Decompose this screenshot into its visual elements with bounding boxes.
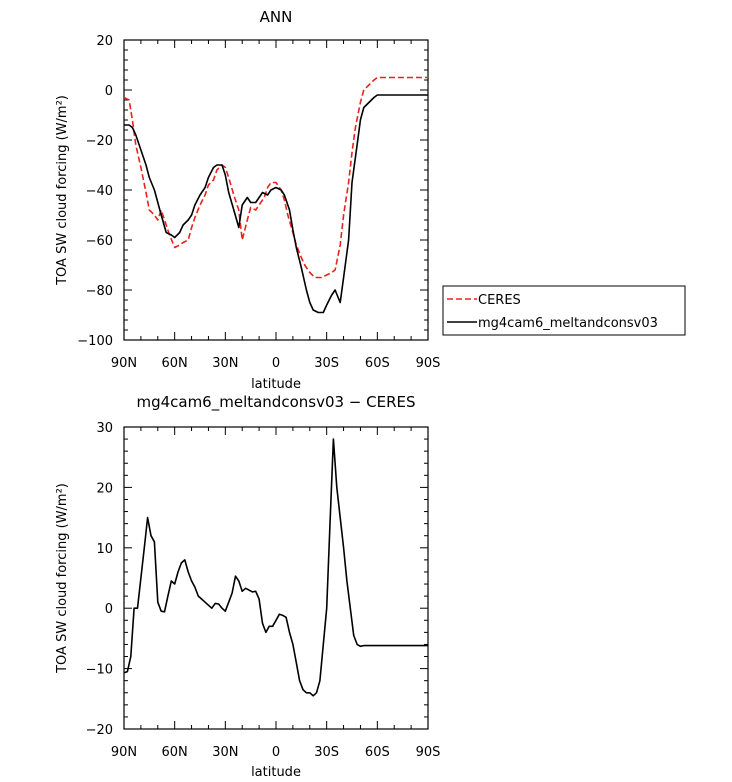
panel2-xtick-label: 90S (416, 745, 441, 760)
panel1-ytick-label: −40 (86, 184, 113, 199)
panel2-xlabel: latitude (251, 765, 301, 780)
legend-label-ceres: CERES (478, 293, 521, 308)
panel2-frame (123, 426, 429, 730)
panel1-ytick-label: 0 (105, 84, 113, 99)
panel-annual-forcing: ANN 90N 60N 30N 0 30S 60S 90S −100 −80 −60 −40 −20 0… (55, 8, 686, 392)
panel1-xtick-label: 30N (212, 356, 238, 371)
panel2-title: mg4cam6_meltandconsv03 − CERES (136, 393, 415, 412)
legend-box (442, 285, 686, 336)
panel1-ytick-label: −100 (77, 334, 113, 349)
panel1-xtick-label: 90N (111, 356, 137, 371)
panel-difference: mg4cam6_meltandconsv03 − CERES 90N 60N 30N… (55, 393, 440, 780)
panel1-xtick-label: 60S (365, 356, 390, 371)
panel1-series (123, 76, 428, 314)
legend: CERES mg4cam6_meltandconsv03 (442, 285, 686, 336)
panel1-xtick-label: 90S (416, 356, 441, 371)
panel1-ticks: 90N 60N 30N 0 30S 60S 90S −100 −80 −60 −40 −20 0 20 (77, 34, 440, 371)
panel1-ytick-label: −80 (86, 284, 113, 299)
panel1-series-line-2 (124, 94, 428, 314)
panel1-series-line-1 (123, 76, 428, 279)
panel1-xtick-label: 30S (314, 356, 339, 371)
panel1-xtick-label: 60N (162, 356, 188, 371)
panel2-ytick-label: 0 (105, 602, 113, 617)
panel2-ytick-label: 30 (96, 421, 113, 436)
panel2-xtick-label: 0 (272, 745, 280, 760)
panel2-ylabel: TOA SW cloud forcing (W/m²) (55, 483, 70, 674)
panel2-xtick-label: 90N (111, 745, 137, 760)
panel1-ytick-label: 20 (96, 34, 113, 49)
panel2-xtick-label: 30S (314, 745, 339, 760)
panel2-ytick-label: 20 (96, 481, 113, 496)
panel2-series-line-1 (123, 438, 428, 697)
legend-label-model: mg4cam6_meltandconsv03 (478, 316, 658, 331)
panel2-ytick-label: −10 (86, 663, 113, 678)
panel2-ticks: 90N 60N 30N 0 30S 60S 90S −20 −10 0 10 20 30 (86, 421, 441, 760)
panel2-xtick-label: 60N (162, 745, 188, 760)
panel1-frame (123, 39, 429, 341)
panel2-xtick-label: 60S (365, 745, 390, 760)
panel1-xtick-label: 0 (272, 356, 280, 371)
panel1-xlabel: latitude (251, 377, 301, 392)
panel1-ytick-label: −60 (86, 234, 113, 249)
panel2-xtick-label: 30N (212, 745, 238, 760)
panel2-ytick-label: −20 (86, 723, 113, 738)
panel2-series (123, 438, 428, 697)
panel1-ytick-label: −20 (86, 134, 113, 149)
panel1-title: ANN (260, 8, 293, 26)
panel1-ylabel: TOA SW cloud forcing (W/m²) (55, 95, 70, 286)
panel2-ytick-label: 10 (96, 542, 113, 557)
